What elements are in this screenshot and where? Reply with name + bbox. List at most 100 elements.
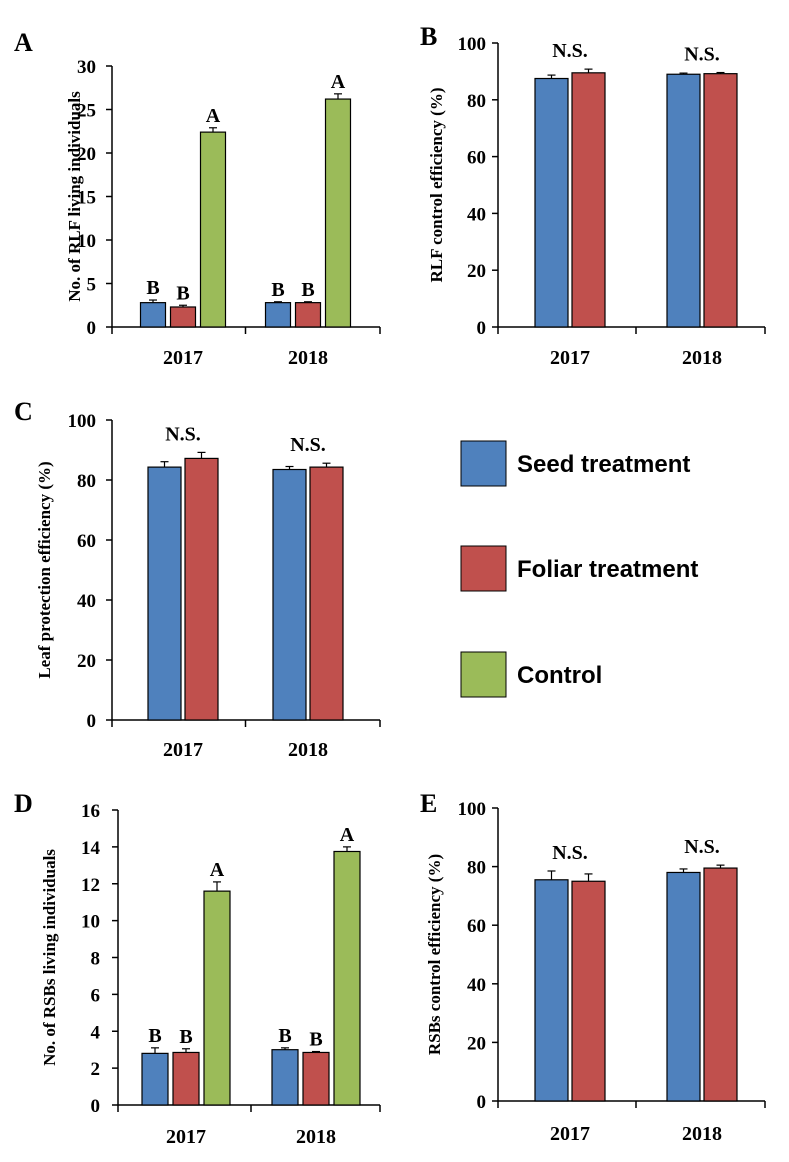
y-tick-label: 40 bbox=[77, 591, 96, 612]
y-tick-label: 0 bbox=[91, 1096, 101, 1117]
significance-label: N.S. bbox=[552, 40, 588, 62]
y-tick-label: 0 bbox=[477, 1092, 487, 1113]
bar-seed-treatment bbox=[147, 466, 182, 721]
y-tick-label: 100 bbox=[68, 411, 97, 432]
x-tick-label: 2018 bbox=[296, 1126, 336, 1148]
x-tick-label: 2017 bbox=[163, 739, 203, 761]
panel-label: C bbox=[14, 397, 33, 426]
legend-swatch bbox=[460, 440, 507, 487]
y-tick-label: 12 bbox=[81, 875, 100, 896]
y-tick-label: 20 bbox=[77, 144, 96, 165]
y-tick-label: 5 bbox=[87, 275, 97, 296]
bar-foliar-treatment bbox=[172, 1051, 200, 1106]
y-axis-label: RSBs control efficiency (%) bbox=[425, 854, 444, 1055]
bar-foliar-treatment bbox=[571, 880, 606, 1102]
panel-B: B 0 20 40 60 80 100 2017 2018 RLF control efficie… bbox=[420, 22, 766, 369]
bar-foliar-treatment bbox=[703, 867, 738, 1102]
x-tick-label: 2018 bbox=[288, 347, 328, 369]
significance-label: N.S. bbox=[684, 836, 720, 858]
x-tick-label: 2018 bbox=[682, 1123, 722, 1145]
y-axis-label: RLF control efficiency (%) bbox=[427, 88, 446, 283]
y-axis-label: No. of RLF living individuals bbox=[65, 91, 84, 302]
y-axis-label: Leaf protection efficiency (%) bbox=[35, 461, 54, 678]
significance-letter: B bbox=[146, 277, 159, 299]
significance-letter: A bbox=[340, 824, 355, 846]
significance-letter: B bbox=[309, 1029, 322, 1051]
y-tick-label: 60 bbox=[77, 531, 96, 552]
y-tick-label: 40 bbox=[467, 204, 486, 225]
bar-foliar-treatment bbox=[169, 306, 197, 328]
significance-letter: B bbox=[271, 279, 284, 301]
significance-letter: B bbox=[176, 282, 189, 304]
bar-foliar-treatment bbox=[302, 1051, 330, 1106]
y-tick-label: 80 bbox=[467, 858, 486, 879]
bar-foliar-treatment bbox=[571, 72, 606, 328]
panel-A: A 0 5 10 15 20 25 30 2017 2018 No. of RLF living i… bbox=[14, 28, 381, 369]
y-tick-label: 10 bbox=[81, 912, 100, 933]
y-tick-label: 20 bbox=[467, 261, 486, 282]
significance-letter: A bbox=[331, 71, 346, 93]
legend-item: Seed treatment bbox=[460, 440, 690, 487]
panel-C: C 0 20 40 60 80 100 2017 2018 Leaf protection eff… bbox=[14, 397, 381, 761]
significance-letter: A bbox=[206, 105, 221, 127]
significance-label: N.S. bbox=[290, 434, 326, 456]
legend-swatch bbox=[460, 651, 507, 698]
y-tick-label: 100 bbox=[458, 799, 487, 820]
y-tick-label: 2 bbox=[91, 1059, 101, 1080]
significance-letter: B bbox=[179, 1026, 192, 1048]
legend-label: Seed treatment bbox=[517, 451, 690, 478]
significance-label: N.S. bbox=[552, 842, 588, 864]
y-axis-label: No. of RSBs living individuals bbox=[40, 849, 59, 1066]
legend-label: Control bbox=[517, 662, 602, 689]
bar-seed-treatment bbox=[666, 871, 701, 1102]
bar-control bbox=[199, 131, 227, 328]
panel-D: D 0 2 4 6 8 10 12 14 16 2017 2018 No. of RSBs living… bbox=[14, 789, 381, 1148]
bar-seed-treatment bbox=[534, 879, 569, 1102]
y-tick-label: 4 bbox=[91, 1022, 101, 1043]
y-tick-label: 0 bbox=[87, 711, 97, 732]
x-tick-label: 2018 bbox=[682, 347, 722, 369]
significance-letter: A bbox=[210, 859, 225, 881]
bar-control bbox=[324, 98, 352, 328]
bar-foliar-treatment bbox=[294, 302, 322, 328]
bar-seed-treatment bbox=[272, 468, 307, 721]
panel-label: B bbox=[420, 22, 437, 51]
x-tick-label: 2017 bbox=[550, 1123, 590, 1145]
panel-label: D bbox=[14, 789, 33, 818]
bar-control bbox=[203, 890, 231, 1106]
x-tick-label: 2018 bbox=[288, 739, 328, 761]
y-tick-label: 40 bbox=[467, 975, 486, 996]
y-tick-label: 15 bbox=[77, 188, 96, 209]
bar-seed-treatment bbox=[534, 77, 569, 328]
legend-swatch bbox=[460, 545, 507, 592]
legend-item: Control bbox=[460, 651, 602, 698]
panel-label: E bbox=[420, 789, 437, 818]
y-tick-label: 16 bbox=[81, 801, 100, 822]
y-tick-label: 30 bbox=[77, 57, 96, 78]
y-tick-label: 20 bbox=[467, 1033, 486, 1054]
significance-label: N.S. bbox=[165, 423, 201, 445]
y-tick-label: 80 bbox=[467, 91, 486, 112]
significance-label: N.S. bbox=[684, 44, 720, 66]
panel-label: A bbox=[14, 28, 33, 57]
significance-letter: B bbox=[301, 279, 314, 301]
bar-foliar-treatment bbox=[184, 457, 219, 721]
legend-item: Foliar treatment bbox=[460, 545, 698, 592]
y-tick-label: 100 bbox=[458, 34, 487, 55]
x-tick-label: 2017 bbox=[163, 347, 203, 369]
y-tick-label: 60 bbox=[467, 916, 486, 937]
legend-label: Foliar treatment bbox=[517, 556, 698, 583]
y-tick-label: 8 bbox=[91, 949, 101, 970]
bar-control bbox=[333, 850, 361, 1106]
significance-letter: B bbox=[148, 1025, 161, 1047]
bar-seed-treatment bbox=[139, 302, 167, 328]
y-tick-label: 0 bbox=[477, 318, 487, 339]
bar-seed-treatment bbox=[141, 1052, 169, 1106]
legend: Seed treatment Foliar treatment Control bbox=[460, 440, 698, 698]
y-tick-label: 60 bbox=[467, 148, 486, 169]
bar-seed-treatment bbox=[271, 1049, 299, 1106]
bar-seed-treatment bbox=[264, 302, 292, 328]
bar-foliar-treatment bbox=[309, 466, 344, 721]
y-tick-label: 25 bbox=[77, 101, 96, 122]
